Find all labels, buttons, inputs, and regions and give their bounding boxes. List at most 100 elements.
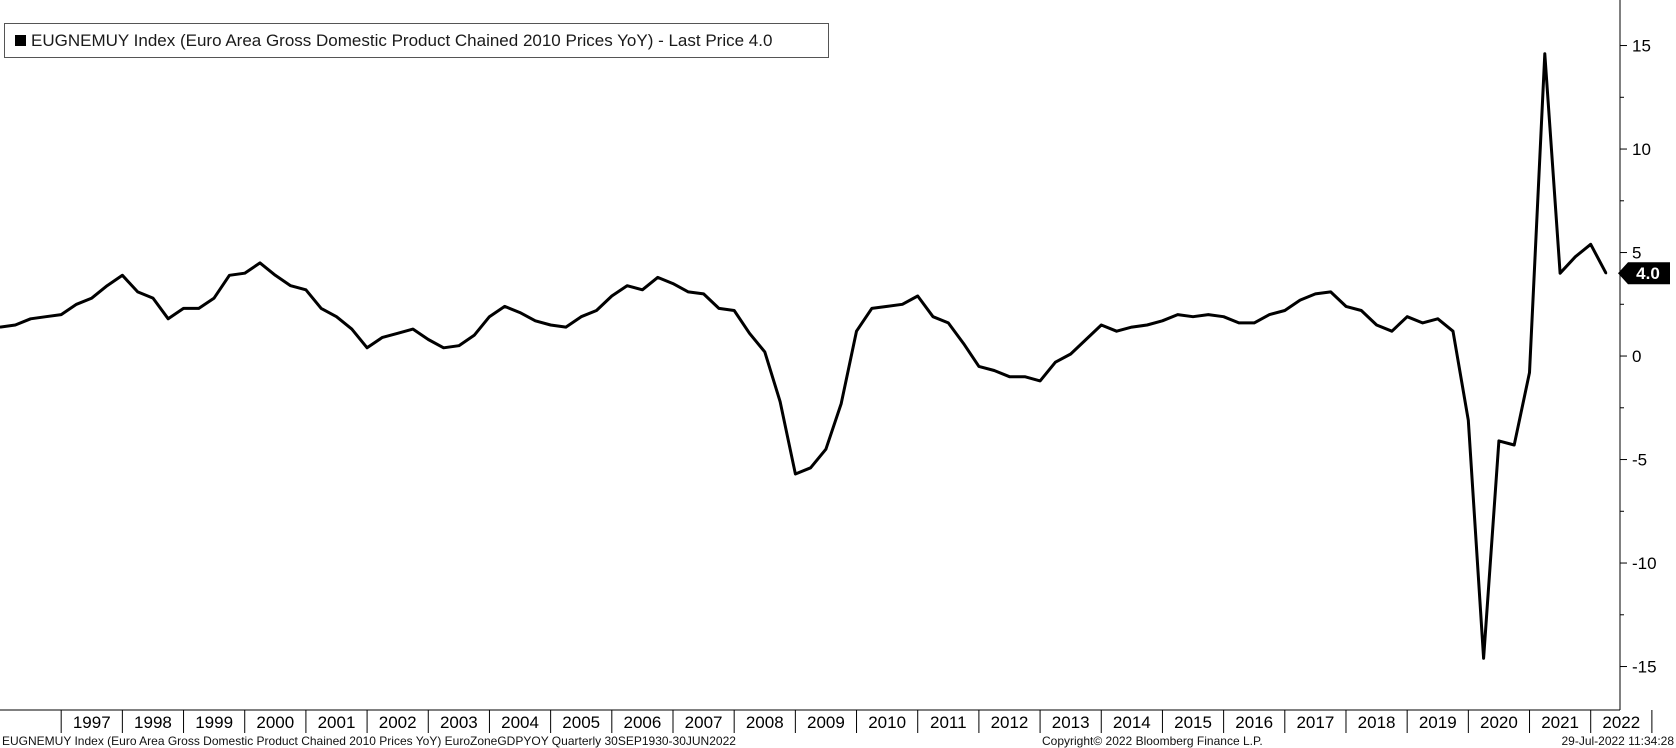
data-point [1191, 315, 1195, 318]
data-point [992, 369, 996, 372]
y-tick-label: -10 [1632, 554, 1657, 573]
data-point [411, 327, 415, 331]
x-tick-label: 2015 [1174, 713, 1212, 732]
data-point [885, 305, 889, 308]
x-tick-label: 2013 [1052, 713, 1090, 732]
data-point [947, 321, 950, 325]
data-point [671, 282, 675, 285]
data-point [824, 447, 828, 451]
data-point [809, 466, 812, 470]
data-point [625, 284, 629, 287]
data-point [763, 350, 766, 354]
data-point [610, 294, 614, 298]
data-point [855, 329, 858, 333]
data-point [442, 346, 445, 349]
data-point [457, 344, 461, 347]
data-point [656, 276, 659, 279]
data-point [931, 315, 935, 318]
data-point [1375, 323, 1378, 327]
data-point [1390, 329, 1394, 333]
data-point [1176, 313, 1179, 316]
data-point [365, 346, 369, 349]
x-tick-label: 2006 [623, 713, 661, 732]
data-point [289, 284, 292, 287]
data-point [1207, 313, 1210, 316]
x-tick-label: 2000 [256, 713, 294, 732]
data-point [534, 319, 537, 323]
data-point [381, 336, 384, 339]
data-point [641, 288, 644, 291]
y-tick-label: -5 [1632, 451, 1647, 470]
data-point [1038, 379, 1042, 383]
x-tick-label: 2003 [440, 713, 478, 732]
data-point [151, 296, 155, 300]
data-point [121, 274, 124, 277]
data-point [90, 296, 93, 300]
data-point [1100, 323, 1103, 327]
data-point [212, 296, 216, 300]
x-tick-label: 1999 [195, 713, 233, 732]
data-point [1451, 329, 1455, 333]
data-point [1436, 317, 1439, 320]
data-point [228, 274, 231, 277]
data-point [1344, 305, 1348, 308]
data-point [1329, 290, 1332, 294]
y-tick-label: 15 [1632, 37, 1651, 56]
data-point [1069, 352, 1072, 356]
data-point [1528, 371, 1531, 374]
data-point [335, 315, 338, 318]
data-point [1237, 321, 1241, 325]
data-point [320, 307, 323, 310]
data-point [1054, 361, 1057, 364]
data-point [1497, 439, 1501, 443]
data-point [472, 334, 476, 337]
data-point [14, 323, 17, 327]
x-tick-label: 2009 [807, 713, 845, 732]
x-tick-label: 1998 [134, 713, 172, 732]
x-tick-label: 2004 [501, 713, 539, 732]
data-point [75, 303, 78, 306]
data-point [197, 307, 201, 310]
last-price-marker: 4.0 [1618, 262, 1670, 285]
x-tick-label: 2016 [1235, 713, 1273, 732]
data-point [182, 307, 185, 310]
data-point [1604, 272, 1608, 275]
y-tick-label: -15 [1632, 658, 1657, 677]
data-point [1283, 309, 1287, 312]
x-tick-label: 2019 [1419, 713, 1457, 732]
x-tick-label: 2008 [746, 713, 784, 732]
x-tick-label: 2014 [1113, 713, 1151, 732]
data-point [702, 292, 705, 296]
data-point [1161, 319, 1164, 323]
data-point [1023, 375, 1026, 378]
data-point [687, 290, 690, 294]
data-point [1222, 315, 1225, 318]
last-price-label: 4.0 [1636, 264, 1660, 283]
data-point [840, 402, 843, 405]
last-price-tag [1618, 262, 1670, 285]
data-point [1145, 323, 1149, 327]
data-point [304, 288, 308, 291]
data-point [549, 323, 552, 327]
legend-swatch [15, 35, 26, 46]
data-point [901, 303, 904, 306]
x-tick-label: 2005 [562, 713, 600, 732]
data-point [1130, 325, 1134, 329]
x-tick-label: 2011 [930, 713, 967, 732]
footer-timestamp: 29-Jul-2022 11:34:28 [1561, 734, 1674, 748]
x-tick-label: 2002 [379, 713, 417, 732]
x-tick-label: 2017 [1296, 713, 1334, 732]
data-point [274, 274, 277, 277]
data-point [1405, 315, 1409, 318]
series-layer [0, 52, 1608, 660]
y-tick-label: 10 [1632, 140, 1651, 159]
data-point [1253, 321, 1256, 325]
data-point [1513, 443, 1516, 447]
data-point [916, 294, 919, 298]
data-point [717, 307, 721, 310]
y-axis: 15 10 5 0 -5 -10 -15 [1619, 0, 1657, 710]
data-point [1467, 419, 1470, 422]
data-point [167, 317, 170, 320]
data-point [595, 309, 598, 312]
